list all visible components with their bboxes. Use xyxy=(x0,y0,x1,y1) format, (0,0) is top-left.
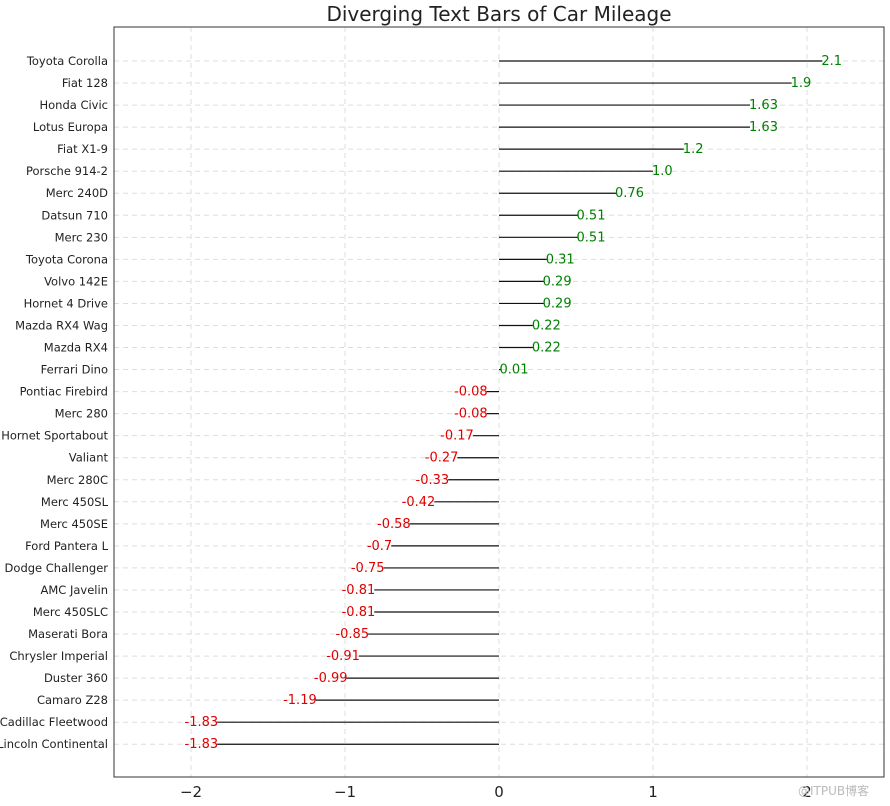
bars xyxy=(217,60,823,745)
x-tick-label: 2 xyxy=(802,783,812,801)
value-label: -0.91 xyxy=(326,649,360,664)
category-label: Hornet 4 Drive xyxy=(24,296,108,310)
value-label: -0.42 xyxy=(402,495,436,510)
value-label: -0.08 xyxy=(454,385,488,400)
value-label: 0.22 xyxy=(532,318,561,333)
category-label: Chrysler Imperial xyxy=(9,649,108,663)
category-label: Hornet Sportabout xyxy=(1,429,108,443)
value-label: -1.83 xyxy=(185,737,219,752)
category-label: Porsche 914-2 xyxy=(26,164,108,178)
category-labels: Toyota Corolla Fiat 128 Honda Civic Lotus E… xyxy=(0,54,109,751)
category-label: Fiat X1-9 xyxy=(57,142,108,156)
x-tick-label: 1 xyxy=(648,783,658,801)
category-label: Camaro Z28 xyxy=(37,693,108,707)
value-label: -0.85 xyxy=(335,627,369,642)
category-label: Merc 450SL xyxy=(41,495,109,509)
category-label: Valiant xyxy=(69,451,109,465)
x-tick-label: −2 xyxy=(180,783,202,801)
value-label: -0.08 xyxy=(454,407,488,422)
category-label: Merc 450SLC xyxy=(33,605,108,619)
grid-lines xyxy=(114,27,884,777)
category-label: Fiat 128 xyxy=(62,76,108,90)
value-label: 2.1 xyxy=(821,54,842,69)
value-label: -0.33 xyxy=(416,473,450,488)
value-label: -0.81 xyxy=(342,583,376,598)
value-label: 0.76 xyxy=(615,186,644,201)
category-label: Toyota Corona xyxy=(25,252,108,266)
category-label: Lincoln Continental xyxy=(0,737,108,751)
watermark-text: @ITPUB博客 xyxy=(798,783,869,798)
value-label: -0.27 xyxy=(425,451,459,466)
x-tick-label: −1 xyxy=(334,783,356,801)
category-label: Merc 230 xyxy=(55,230,108,244)
value-label: -1.19 xyxy=(283,693,317,708)
value-label: -0.99 xyxy=(314,671,348,686)
category-label: Pontiac Firebird xyxy=(20,385,108,399)
category-label: Mazda RX4 xyxy=(44,341,108,355)
value-label: 0.51 xyxy=(577,208,606,223)
value-label: -0.75 xyxy=(351,561,385,576)
category-label: Ford Pantera L xyxy=(25,539,108,553)
category-label: AMC Javelin xyxy=(41,583,108,597)
value-label: -1.83 xyxy=(185,715,219,730)
category-label: Honda Civic xyxy=(39,98,108,112)
category-label: Lotus Europa xyxy=(33,120,108,134)
category-label: Maserati Bora xyxy=(28,627,108,641)
chart-title: Diverging Text Bars of Car Mileage xyxy=(326,2,671,26)
category-label: Mazda RX4 Wag xyxy=(15,318,108,332)
category-label: Volvo 142E xyxy=(44,274,108,288)
x-axis-ticks: −2 −1 0 1 2 xyxy=(180,783,812,801)
value-label: 0.22 xyxy=(532,341,561,356)
value-label: -0.17 xyxy=(440,429,474,444)
value-label: -0.58 xyxy=(377,517,411,532)
category-label: Merc 280C xyxy=(47,473,108,487)
value-label: 0.31 xyxy=(546,252,575,267)
value-label: -0.7 xyxy=(367,539,392,554)
category-label: Datsun 710 xyxy=(41,208,108,222)
value-label: 0.29 xyxy=(543,274,572,289)
plot-frame xyxy=(113,26,885,778)
value-label: 0.01 xyxy=(500,363,529,378)
category-label: Cadillac Fleetwood xyxy=(0,715,108,729)
value-label: 1.0 xyxy=(652,164,673,179)
value-label: -0.81 xyxy=(342,605,376,620)
value-label: 1.2 xyxy=(683,142,704,157)
value-label: 1.9 xyxy=(791,76,812,91)
value-label: 0.29 xyxy=(543,296,572,311)
value-label: 0.51 xyxy=(577,230,606,245)
value-label: 1.63 xyxy=(749,98,778,113)
x-tick-label: 0 xyxy=(494,783,504,801)
category-label: Merc 280 xyxy=(55,407,108,421)
value-label: 1.63 xyxy=(749,120,778,135)
category-label: Dodge Challenger xyxy=(5,561,109,575)
value-labels: 2.11.91.631.631.21.00.760.510.510.310.29… xyxy=(185,54,843,752)
category-label: Merc 240D xyxy=(46,186,108,200)
category-label: Ferrari Dino xyxy=(41,363,108,377)
category-label: Toyota Corolla xyxy=(26,54,108,68)
category-label: Merc 450SE xyxy=(40,517,108,531)
category-label: Duster 360 xyxy=(44,671,108,685)
